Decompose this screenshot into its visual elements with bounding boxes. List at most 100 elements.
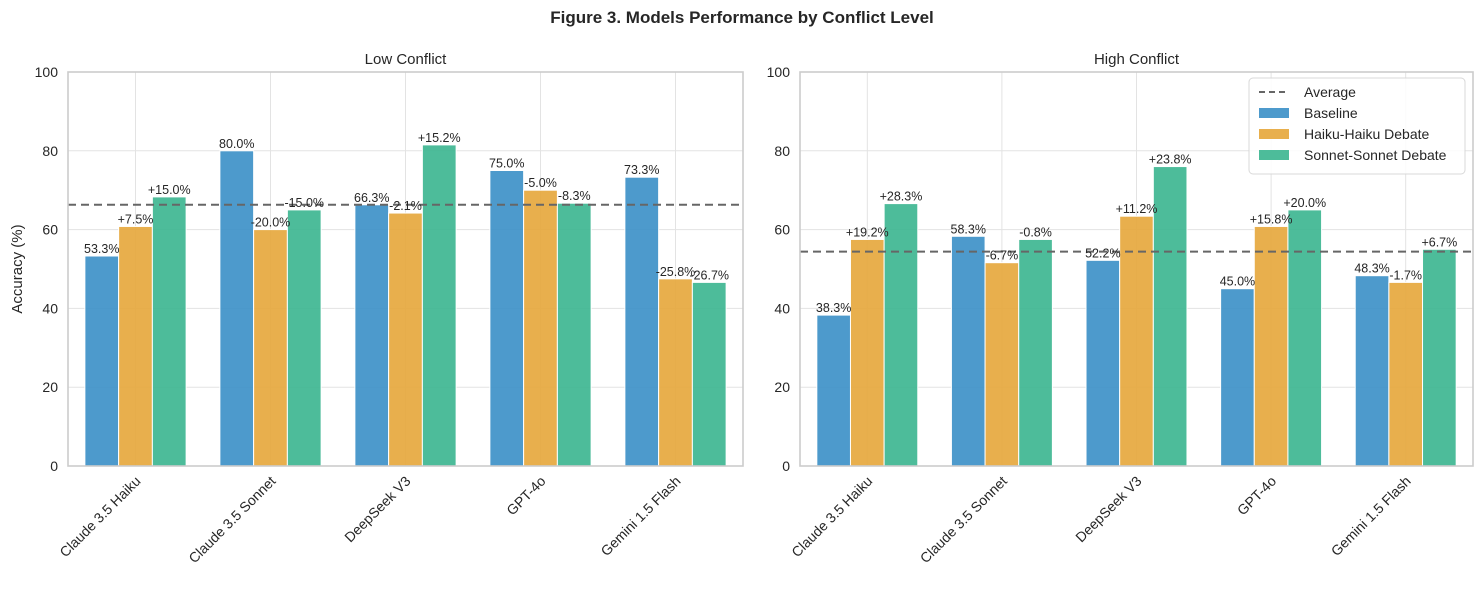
legend-swatch xyxy=(1259,129,1289,139)
bar xyxy=(849,238,885,467)
bar xyxy=(691,281,727,467)
y-tick-label: 40 xyxy=(774,300,790,316)
bar xyxy=(1220,288,1255,467)
bar-value-label: 73.3% xyxy=(624,163,659,177)
x-tick-label: DeepSeek V3 xyxy=(1072,473,1145,546)
bar-value-label: 66.3% xyxy=(354,191,389,205)
bar-value-label: +15.8% xyxy=(1250,212,1293,226)
bar xyxy=(1287,209,1323,467)
bar-value-label: 45.0% xyxy=(1220,275,1255,289)
bar-value-label: 80.0% xyxy=(219,137,254,151)
y-tick-label: 40 xyxy=(42,300,58,316)
bar xyxy=(118,225,153,467)
legend-swatch xyxy=(1259,108,1289,118)
bar xyxy=(421,144,457,467)
bar-value-label: 58.3% xyxy=(951,222,986,236)
bar-value-label: 38.3% xyxy=(816,301,851,315)
bar xyxy=(984,262,1020,467)
axes-frame xyxy=(799,71,1474,467)
legend: Average Baseline Haiku-Haiku Debate Sonnet-… xyxy=(1248,77,1466,175)
x-tick-label: DeepSeek V3 xyxy=(341,473,414,546)
bar xyxy=(1085,259,1121,467)
bar-value-label: +15.0% xyxy=(148,183,191,197)
bar-value-label: -1.7% xyxy=(1389,268,1422,282)
bar-value-label: +20.0% xyxy=(1283,196,1326,210)
x-tick-label: Claude 3.5 Sonnet xyxy=(185,473,278,566)
bar xyxy=(489,170,525,467)
bar-value-label: 48.3% xyxy=(1354,262,1389,276)
y-tick-label: 60 xyxy=(774,222,790,238)
bar-value-label: 52.2% xyxy=(1085,246,1120,260)
bar xyxy=(1354,275,1390,467)
bar xyxy=(556,202,592,467)
bar xyxy=(151,196,187,467)
legend-label: Baseline xyxy=(1304,105,1358,121)
axes-frame xyxy=(67,71,744,467)
y-tick-label: 80 xyxy=(774,143,790,159)
bar-value-label: +7.5% xyxy=(118,212,154,226)
y-axis-label: Accuracy (%) xyxy=(9,224,26,313)
bar xyxy=(388,212,423,467)
y-tick-label: 20 xyxy=(774,379,790,395)
legend-label: Haiku-Haiku Debate xyxy=(1304,126,1429,142)
bar xyxy=(1152,166,1188,467)
bar-value-label: 75.0% xyxy=(489,157,524,171)
x-tick-label: Gemini 1.5 Flash xyxy=(1328,473,1414,559)
y-tick-label: 100 xyxy=(35,64,59,80)
legend-box xyxy=(1248,77,1466,175)
bar xyxy=(624,176,660,467)
bar-value-label: -0.8% xyxy=(1019,225,1052,239)
x-tick-label: Claude 3.5 Sonnet xyxy=(917,473,1010,566)
y-tick-label: 80 xyxy=(42,143,58,159)
bar xyxy=(950,235,986,467)
bar xyxy=(219,150,255,467)
bar-value-label: -5.0% xyxy=(524,176,557,190)
bar-value-label: -6.7% xyxy=(986,249,1019,263)
figure-title: Figure 3. Models Performance by Conflict… xyxy=(550,8,934,27)
bar xyxy=(883,203,919,467)
legend-label: Sonnet-Sonnet Debate xyxy=(1304,147,1447,163)
x-tick-label: GPT-4o xyxy=(503,473,549,519)
panel-high-conflict: 0 20 40 60 80 100 38.3% 58.3% 52.2% 45.0% 48.3% +19… xyxy=(767,51,1474,566)
bar-value-label: +11.2% xyxy=(1116,202,1158,216)
bar-value-label: -20.0% xyxy=(251,216,291,230)
y-tick-label: 0 xyxy=(782,458,790,474)
x-tick-label: Claude 3.5 Haiku xyxy=(788,473,875,560)
legend-label: Average xyxy=(1304,84,1356,100)
bar xyxy=(1422,248,1457,467)
y-tick-label: 0 xyxy=(50,458,58,474)
bar xyxy=(253,229,288,467)
bar xyxy=(658,278,693,467)
bar xyxy=(84,255,120,467)
x-tick-label: GPT-4o xyxy=(1234,473,1280,519)
bar xyxy=(1119,215,1154,467)
bar xyxy=(354,204,390,467)
bar xyxy=(523,189,558,467)
bar xyxy=(1388,281,1424,467)
bar-value-label: -25.8% xyxy=(656,265,696,279)
y-tick-label: 20 xyxy=(42,379,58,395)
y-tick-label: 60 xyxy=(42,222,58,238)
x-tick-label: Gemini 1.5 Flash xyxy=(597,473,683,559)
panel-low-conflict: 0 20 40 60 80 100 53.3% 80.0% 66.3% 75.0% 73.3% +7.… xyxy=(9,51,744,566)
legend-swatch xyxy=(1259,150,1289,160)
bar-value-label: -2.1% xyxy=(389,199,422,213)
bar-value-label: 53.3% xyxy=(84,242,119,256)
bar xyxy=(816,314,851,467)
bar-value-label: -15.0% xyxy=(284,196,324,210)
bar xyxy=(1018,238,1053,467)
bar-value-label: +6.7% xyxy=(1421,235,1457,249)
bar xyxy=(286,209,322,467)
bar-value-label: +28.3% xyxy=(880,190,923,204)
bar-value-label: +15.2% xyxy=(418,131,461,145)
bar-value-label: +19.2% xyxy=(846,225,889,239)
bar xyxy=(1253,225,1289,467)
bar-value-label: +23.8% xyxy=(1149,153,1192,167)
axes-title: Low Conflict xyxy=(365,51,448,68)
bar-value-label: -26.7% xyxy=(689,268,729,282)
bar-value-label: -8.3% xyxy=(558,189,591,203)
axes-title: High Conflict xyxy=(1094,51,1180,68)
x-tick-label: Claude 3.5 Haiku xyxy=(56,473,143,560)
y-tick-label: 100 xyxy=(767,64,791,80)
